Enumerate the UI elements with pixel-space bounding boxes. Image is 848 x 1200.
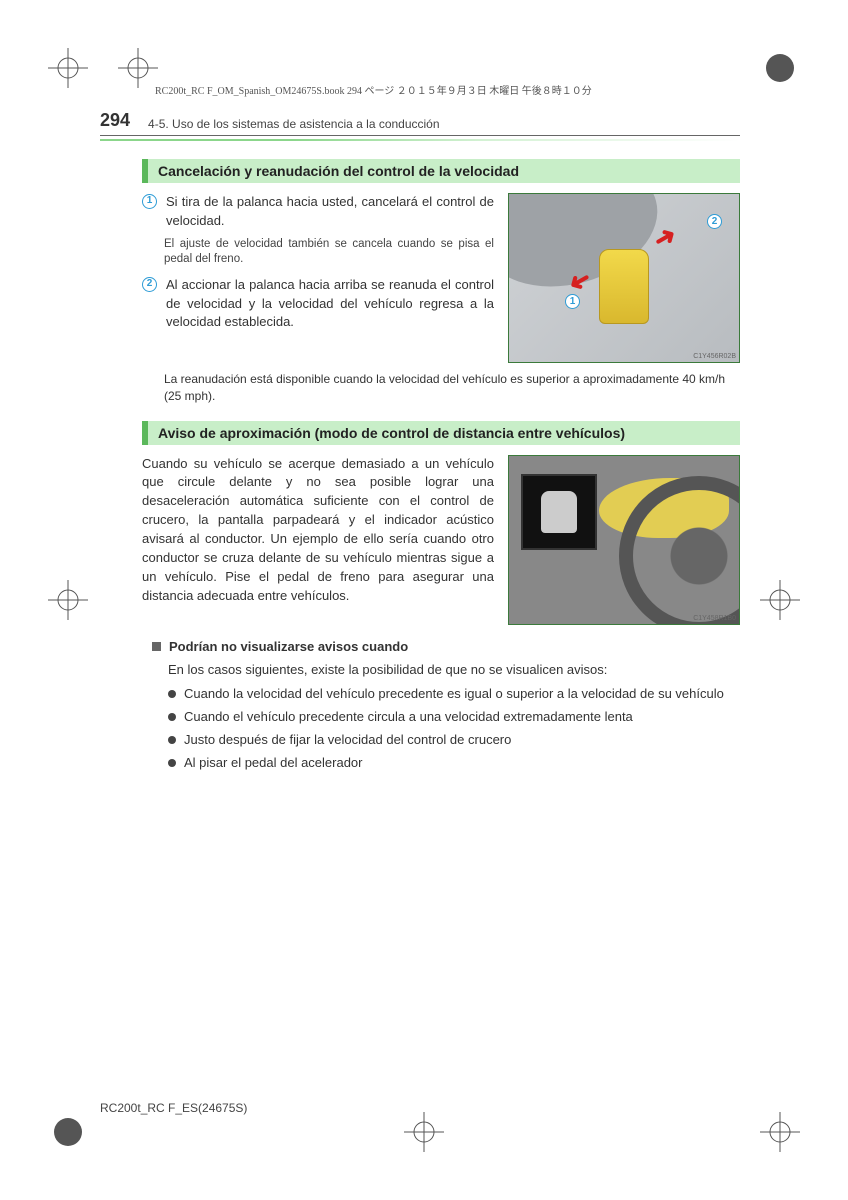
meta-line: RC200t_RC F_OM_Spanish_OM24675S.book 294…: [155, 82, 592, 97]
figure-id: C1Y456R02B: [693, 353, 736, 360]
bullet-icon: [168, 713, 176, 721]
bullet-text: Justo después de fijar la velocidad del …: [184, 731, 511, 749]
section1-text: 1 Si tira de la palanca hacia usted, can…: [142, 193, 494, 363]
marker-1-icon: 1: [565, 294, 580, 309]
bullet-icon: [168, 759, 176, 767]
list-item: 1 Si tira de la palanca hacia usted, can…: [142, 193, 494, 231]
crop-mark-icon: [118, 48, 158, 88]
page-header: 294 4-5. Uso de los sistemas de asistenc…: [100, 110, 740, 136]
footer: RC200t_RC F_ES(24675S): [100, 1101, 247, 1115]
figure-dashboard: C1Y458R1B0: [508, 455, 740, 625]
bullet-list: Cuando la velocidad del vehículo precede…: [168, 685, 740, 773]
crop-mark-icon: [48, 48, 88, 88]
bullet-icon: [168, 690, 176, 698]
section1-afternote: La reanudación está disponible cuando la…: [142, 371, 740, 405]
list-item: Cuando el vehículo precedente circula a …: [168, 708, 740, 726]
list-item: Justo después de fijar la velocidad del …: [168, 731, 740, 749]
section-heading-2: Aviso de aproximación (modo de control d…: [142, 421, 740, 445]
figure-id: C1Y458R1B0: [693, 615, 736, 622]
bullet-icon: [168, 736, 176, 744]
crop-mark-icon: [760, 580, 800, 620]
circled-number-icon: 1: [142, 194, 157, 209]
crop-mark-icon: [760, 1112, 800, 1152]
list-item: Cuando la velocidad del vehículo precede…: [168, 685, 740, 703]
small-note: El ajuste de velocidad también se cancel…: [142, 237, 494, 268]
list-item: Al pisar el pedal del acelerador: [168, 754, 740, 772]
sub-intro: En los casos siguientes, existe la posib…: [168, 662, 740, 677]
page-content: 294 4-5. Uso de los sistemas de asistenc…: [100, 110, 740, 777]
sub-heading-text: Podrían no visualizarse avisos cuando: [169, 639, 408, 654]
circled-number-icon: 2: [142, 277, 157, 292]
square-bullet-icon: [152, 642, 161, 651]
item-text: Al accionar la palanca hacia arriba se r…: [166, 276, 494, 333]
list-item: 2 Al accionar la palanca hacia arriba se…: [142, 276, 494, 333]
section2-body: Cuando su vehículo se acerque demasiado …: [142, 455, 494, 625]
accent-rule: [100, 139, 740, 141]
crop-mark-icon: [404, 1112, 444, 1152]
section-title: 4-5. Uso de los sistemas de asistencia a…: [148, 117, 440, 131]
bullet-text: Al pisar el pedal del acelerador: [184, 754, 363, 772]
sub-heading: Podrían no visualizarse avisos cuando: [152, 639, 740, 654]
marker-2-icon: 2: [707, 214, 722, 229]
page-number: 294: [100, 110, 130, 131]
section-heading-1: Cancelación y reanudación del control de…: [142, 159, 740, 183]
item-text: Si tira de la palanca hacia usted, cance…: [166, 193, 494, 231]
bullet-text: Cuando la velocidad del vehículo precede…: [184, 685, 724, 703]
figure-lever: ➜ ➜ 1 2 C1Y456R02B: [508, 193, 740, 363]
bullet-text: Cuando el vehículo precedente circula a …: [184, 708, 633, 726]
crop-mark-icon: [760, 48, 800, 88]
crop-mark-icon: [48, 580, 88, 620]
crop-mark-icon: [48, 1112, 88, 1152]
